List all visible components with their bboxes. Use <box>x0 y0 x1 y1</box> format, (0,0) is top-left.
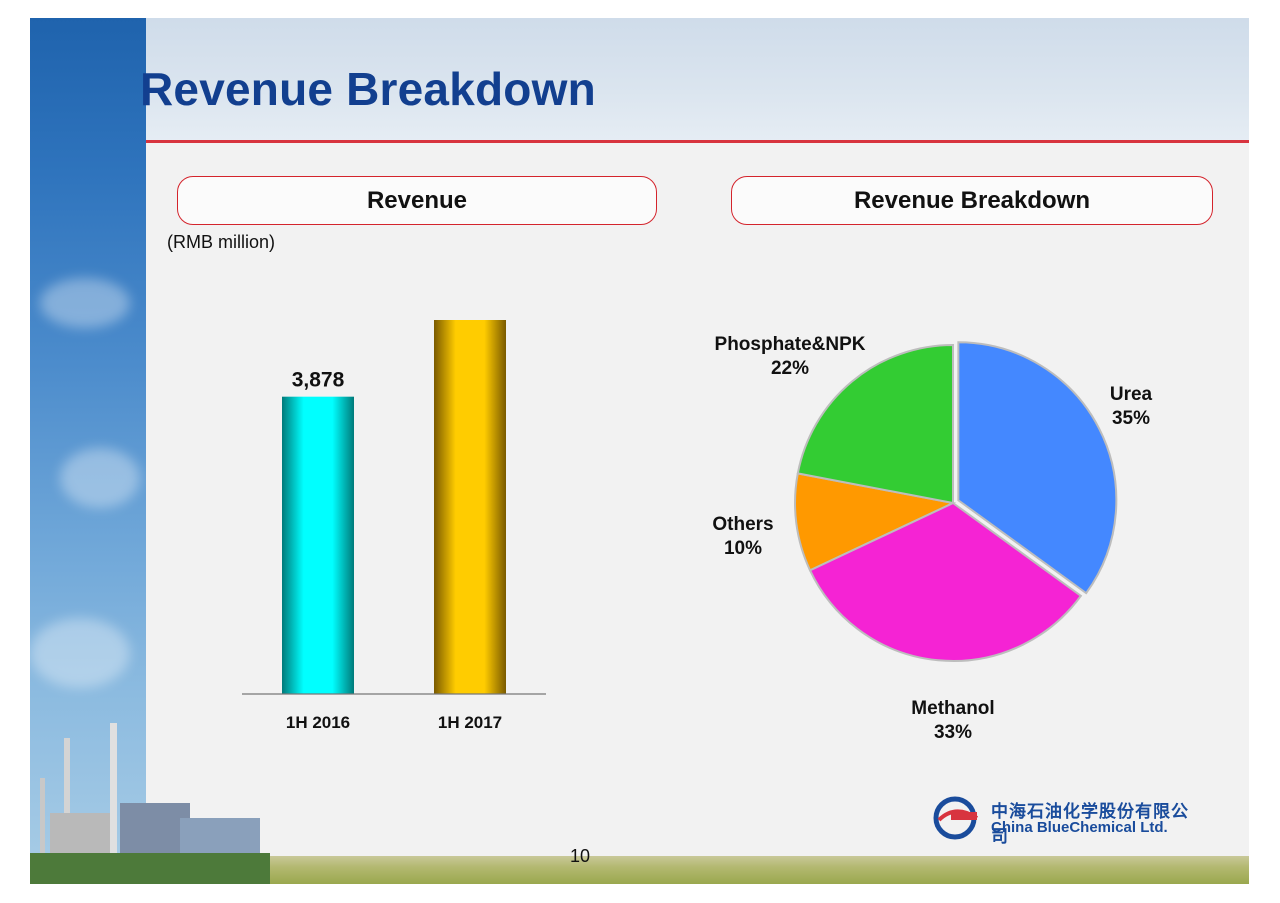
plant-illustration <box>30 723 270 884</box>
company-logo: 中海石油化学股份有限公司 China BlueChemical Ltd. <box>933 796 1193 846</box>
pie-slice-others <box>794 472 957 572</box>
pie-pct-label-methanol: 33% <box>934 722 972 743</box>
pie-pct-label-phosphate-npk: 22% <box>771 358 809 379</box>
pie-label-others: Others <box>712 514 773 535</box>
grass-strip <box>146 856 1249 884</box>
bar-value-label: 3,878 <box>292 369 345 392</box>
pie-slice-methanol <box>808 501 1083 662</box>
cnooc-logo-icon <box>933 796 979 840</box>
pie-pct-label-others: 10% <box>724 538 762 559</box>
panel-heading-revenue: Revenue <box>177 176 657 225</box>
bar-1h-2016 <box>282 396 354 694</box>
logo-chinese-text: 中海石油化学股份有限公司 <box>991 802 1189 846</box>
panel-heading-revenue-breakdown: Revenue Breakdown <box>731 176 1213 225</box>
page-title: Revenue Breakdown <box>140 63 596 115</box>
header-divider <box>146 140 1249 143</box>
page-number: 10 <box>570 846 591 866</box>
bar-chart-unit-label: (RMB million) <box>167 232 275 252</box>
x-tick-label: 1H 2017 <box>438 713 502 732</box>
pie-slice-phosphate-npk <box>796 343 954 505</box>
x-tick-label: 1H 2016 <box>286 713 350 732</box>
pie-label-urea: Urea <box>1110 384 1153 405</box>
bar-1h-2017 <box>434 320 506 694</box>
logo-english-text: China BlueChemical Ltd. <box>991 819 1168 836</box>
revenue-breakdown-pie-chart: Urea 35% Methanol 33% Others 10% Phosphate&NPK… <box>712 334 1153 743</box>
pie-slice-urea <box>957 341 1118 595</box>
header-band <box>146 18 1249 142</box>
pie-pct-label-urea: 35% <box>1112 408 1150 429</box>
pie-label-phosphate-npk: Phosphate&NPK <box>715 334 866 355</box>
pie-label-methanol: Methanol <box>911 698 994 719</box>
sidebar-sky-image <box>30 18 146 884</box>
